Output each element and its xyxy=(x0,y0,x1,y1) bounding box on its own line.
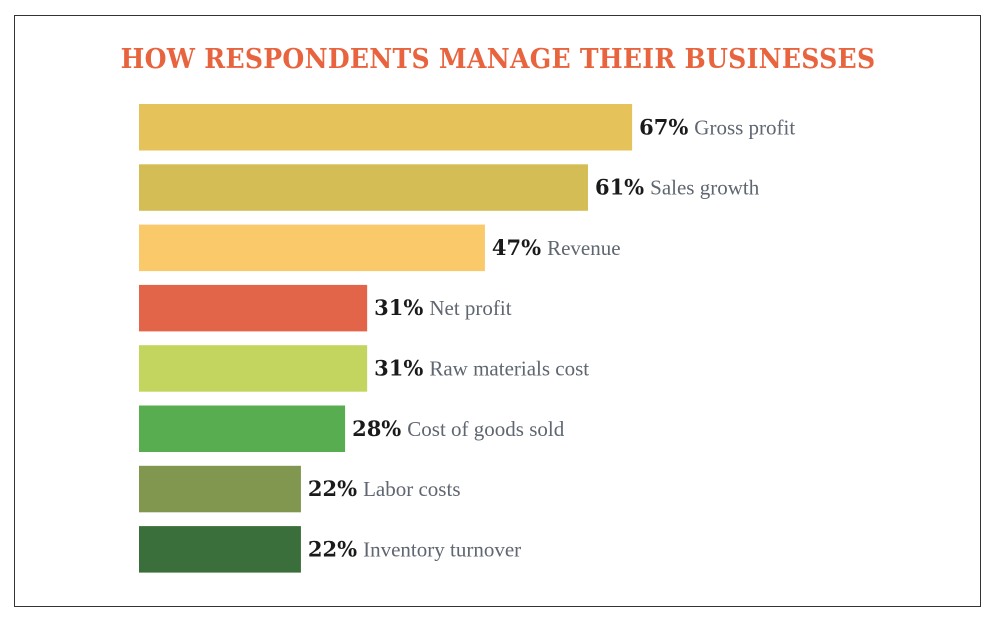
value-label: 31% xyxy=(374,295,423,320)
bar-cost-of-goods-sold xyxy=(139,405,346,452)
chart-title: HOW RESPONDENTS MANAGE THEIR BUSINESSES xyxy=(120,44,876,75)
bar-labor-costs xyxy=(139,465,301,513)
category-label: Sales growth xyxy=(650,176,760,200)
value-label: 31% xyxy=(374,355,423,380)
category-label: Gross profit xyxy=(694,115,795,139)
bar-label: 67% Gross profit xyxy=(639,114,795,139)
category-label: Raw materials cost xyxy=(429,356,589,380)
bar-label: 31% Raw materials cost xyxy=(374,355,589,380)
category-label: Net profit xyxy=(429,296,511,320)
bar-label: 22% Inventory turnover xyxy=(308,536,521,561)
bar-label: 47% Revenue xyxy=(492,235,621,260)
category-label: Labor costs xyxy=(363,477,460,501)
value-label: 61% xyxy=(595,175,644,200)
bar-inventory-turnover xyxy=(139,526,301,573)
value-label: 22% xyxy=(308,536,357,561)
bar-net-profit xyxy=(139,284,368,332)
value-label: 28% xyxy=(352,416,401,441)
bar-label: 31% Net profit xyxy=(374,295,512,320)
bar-raw-materials-cost xyxy=(139,345,368,392)
bar-label: 28% Cost of goods sold xyxy=(352,416,565,441)
bar-revenue xyxy=(139,224,485,272)
category-label: Cost of goods sold xyxy=(407,417,564,441)
category-label: Inventory turnover xyxy=(363,537,521,561)
bar-sales-growth xyxy=(139,164,588,211)
value-label: 67% xyxy=(639,114,688,139)
bar-label: 61% Sales growth xyxy=(595,175,760,200)
bar-label: 22% Labor costs xyxy=(308,476,461,501)
value-label: 47% xyxy=(492,235,541,260)
bar-gross-profit xyxy=(139,104,633,151)
category-label: Revenue xyxy=(547,236,620,260)
value-label: 22% xyxy=(308,476,357,501)
